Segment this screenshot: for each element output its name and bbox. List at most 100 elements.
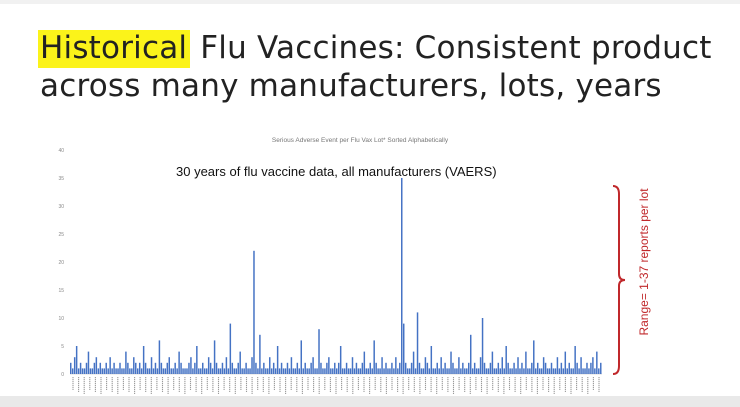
bar xyxy=(353,368,356,374)
x-tick-labels xyxy=(72,377,600,394)
bar xyxy=(586,362,588,374)
bar xyxy=(135,362,137,374)
bar xyxy=(172,368,174,374)
bar xyxy=(207,357,210,374)
bar xyxy=(381,357,383,374)
bar xyxy=(105,362,107,374)
bar xyxy=(288,368,291,374)
bar xyxy=(600,362,602,374)
bar xyxy=(95,357,98,374)
bar xyxy=(391,362,393,374)
bar xyxy=(377,368,379,374)
bar xyxy=(375,362,377,374)
bar xyxy=(432,368,435,374)
bar xyxy=(306,368,308,374)
bar xyxy=(142,346,145,374)
bar xyxy=(119,362,121,374)
bar xyxy=(397,368,399,374)
bar xyxy=(255,362,257,374)
title-rest: Flu Vaccines: Consistent product xyxy=(190,30,712,66)
bar xyxy=(85,362,88,374)
bar xyxy=(211,368,214,374)
bar xyxy=(302,368,304,374)
bar xyxy=(495,368,498,374)
bar xyxy=(483,362,486,374)
bar xyxy=(373,340,375,374)
bar xyxy=(129,368,131,374)
bar xyxy=(107,368,109,374)
bar xyxy=(184,368,186,374)
bar xyxy=(404,362,407,374)
bar xyxy=(473,362,476,374)
bar xyxy=(278,368,281,374)
bar xyxy=(336,368,338,374)
bar xyxy=(361,362,364,374)
bar xyxy=(160,362,163,374)
bar xyxy=(324,368,326,374)
bar xyxy=(365,368,368,374)
bar xyxy=(499,368,502,374)
bar xyxy=(434,368,436,374)
bar xyxy=(217,368,220,374)
bar xyxy=(481,318,484,374)
bar xyxy=(468,362,470,374)
bar xyxy=(152,368,155,374)
bar xyxy=(334,362,336,374)
bar xyxy=(540,368,543,374)
y-tick-label: 35 xyxy=(58,176,64,182)
bar xyxy=(233,368,236,374)
bar xyxy=(349,368,352,374)
bar xyxy=(521,362,523,374)
bar xyxy=(286,362,289,374)
bar xyxy=(519,368,521,374)
bar xyxy=(188,362,190,374)
bar xyxy=(190,357,192,374)
bar xyxy=(383,368,385,374)
bar xyxy=(505,346,507,374)
y-tick-label: 20 xyxy=(58,260,64,266)
bar xyxy=(314,368,316,374)
bar xyxy=(347,368,350,374)
bar xyxy=(111,368,113,374)
bar xyxy=(168,357,170,374)
bar xyxy=(515,368,517,374)
bar xyxy=(178,351,180,374)
bar xyxy=(146,368,149,374)
bar xyxy=(131,368,133,374)
bar xyxy=(357,368,360,374)
bar xyxy=(231,362,234,374)
bar xyxy=(588,368,590,374)
bar xyxy=(489,362,492,374)
bar xyxy=(568,362,570,374)
bar xyxy=(542,357,545,374)
bar xyxy=(550,362,553,374)
bar xyxy=(412,351,415,374)
bar xyxy=(572,368,574,374)
bar xyxy=(393,368,395,374)
bar xyxy=(578,368,580,374)
bar xyxy=(440,357,442,374)
bar xyxy=(341,368,344,374)
bar xyxy=(452,362,454,374)
bar xyxy=(320,362,322,374)
bar xyxy=(471,368,474,374)
bar xyxy=(75,346,78,374)
bar xyxy=(312,357,314,374)
bar xyxy=(298,368,301,374)
bar xyxy=(355,362,358,374)
bar xyxy=(241,368,243,374)
bar xyxy=(477,368,480,374)
bar xyxy=(399,362,401,374)
bar xyxy=(180,362,182,374)
bar xyxy=(198,368,200,374)
bar xyxy=(479,357,482,374)
bar xyxy=(428,368,431,374)
bar xyxy=(426,362,429,374)
bar xyxy=(406,368,409,374)
bar xyxy=(133,357,135,374)
bar xyxy=(422,368,425,374)
bar xyxy=(127,362,129,374)
bar xyxy=(97,368,100,374)
bar xyxy=(316,368,318,374)
